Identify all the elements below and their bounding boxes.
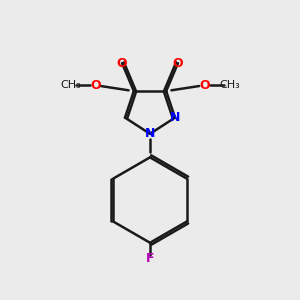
Text: O: O <box>90 79 101 92</box>
Text: O: O <box>199 79 210 92</box>
Text: N: N <box>145 127 155 140</box>
Text: O: O <box>173 57 183 70</box>
Text: CH₃: CH₃ <box>60 80 81 90</box>
Text: N: N <box>170 111 180 124</box>
Text: O: O <box>117 57 127 70</box>
Text: CH₃: CH₃ <box>219 80 240 90</box>
Text: F: F <box>146 252 154 266</box>
